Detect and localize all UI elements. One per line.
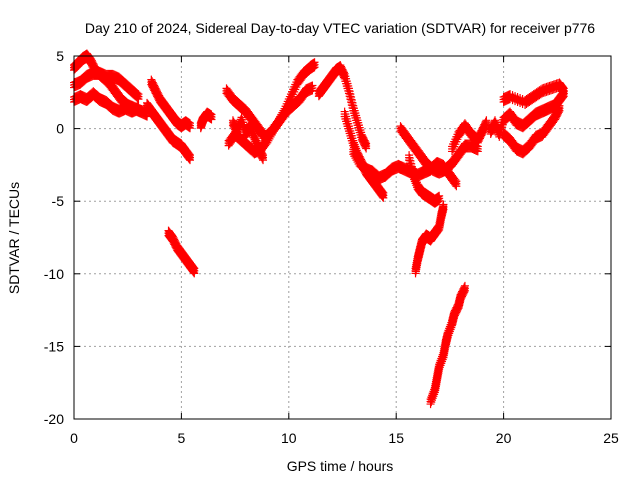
data-point xyxy=(558,94,567,103)
data-point xyxy=(437,359,446,368)
x-tick-label: 20 xyxy=(496,430,512,446)
y-tick-label: -5 xyxy=(52,193,65,209)
data-point xyxy=(438,357,447,366)
y-axis-label: SDTVAR / TECUs xyxy=(6,182,22,294)
data-point xyxy=(447,323,456,332)
data-points xyxy=(70,49,568,409)
data-point xyxy=(361,143,370,152)
data-point xyxy=(482,121,491,130)
series-trace-t xyxy=(499,101,564,159)
data-point xyxy=(189,268,198,277)
series-trace-r xyxy=(448,116,491,156)
data-point xyxy=(207,115,216,124)
series-trace-g xyxy=(164,226,199,278)
y-tick-label: -20 xyxy=(44,411,64,427)
series-trace-d xyxy=(147,75,194,133)
data-point xyxy=(554,108,563,117)
data-point xyxy=(378,192,387,201)
y-tick-label: -15 xyxy=(44,338,64,354)
data-point xyxy=(433,227,442,236)
y-tick-label: 5 xyxy=(56,48,64,64)
x-tick-label: 15 xyxy=(388,430,404,446)
x-tick-label: 0 xyxy=(70,430,78,446)
series-trace-o xyxy=(405,151,444,208)
data-point xyxy=(362,144,371,153)
series-trace-n xyxy=(396,122,482,179)
series-trace-k xyxy=(314,61,371,153)
data-point xyxy=(185,124,194,133)
data-point xyxy=(428,394,437,403)
data-point xyxy=(429,392,438,401)
data-point xyxy=(379,193,388,202)
data-point xyxy=(428,396,436,405)
axis-ticks: 0 5 10 15 20 25 5 0 -5 -10 -15 -20 xyxy=(44,48,619,446)
series-trace-u xyxy=(499,78,568,109)
data-point xyxy=(185,155,194,164)
data-point xyxy=(445,329,454,338)
data-point xyxy=(438,355,447,364)
data-point xyxy=(473,147,482,156)
series-trace-f xyxy=(196,107,216,133)
data-point xyxy=(430,390,439,399)
y-tick-label: 0 xyxy=(56,121,64,137)
data-point xyxy=(481,122,490,131)
data-point xyxy=(452,182,461,191)
x-tick-label: 25 xyxy=(603,430,619,446)
data-point xyxy=(258,154,267,163)
data-point xyxy=(133,94,142,103)
data-point xyxy=(185,156,194,165)
series-trace-c xyxy=(70,87,143,118)
series-trace-b xyxy=(70,66,143,104)
data-point xyxy=(460,286,469,295)
plot-frame xyxy=(73,55,612,420)
data-point xyxy=(435,196,444,205)
data-point xyxy=(559,89,568,98)
data-point xyxy=(443,333,452,342)
data-point xyxy=(555,106,564,115)
data-point xyxy=(435,365,444,374)
data-point xyxy=(446,325,455,334)
data-point xyxy=(427,398,436,407)
data-point xyxy=(439,205,448,214)
data-point xyxy=(460,288,469,297)
data-point xyxy=(310,63,319,72)
x-tick-label: 10 xyxy=(281,430,297,446)
data-point xyxy=(435,363,444,372)
data-point xyxy=(559,88,568,97)
data-point xyxy=(233,130,242,139)
series-trace-j xyxy=(228,113,268,165)
data-point xyxy=(436,361,445,370)
data-point xyxy=(190,269,199,278)
data-point xyxy=(451,180,460,189)
y-tick-label: -10 xyxy=(44,266,64,282)
data-point xyxy=(426,400,435,409)
x-axis-label: GPS time / hours xyxy=(287,458,394,474)
series-trace-q xyxy=(426,281,469,409)
series-trace-p xyxy=(411,200,448,278)
series-trace-s xyxy=(486,87,568,141)
series-trace-e xyxy=(143,98,194,165)
chart-title: Day 210 of 2024, Sidereal Day-to-day VTE… xyxy=(85,20,595,36)
data-point xyxy=(445,327,454,336)
data-point xyxy=(308,86,317,95)
x-tick-label: 5 xyxy=(178,430,186,446)
data-point xyxy=(444,331,453,340)
data-point xyxy=(134,106,143,115)
data-point xyxy=(259,156,268,165)
series-trace-l xyxy=(340,107,388,202)
